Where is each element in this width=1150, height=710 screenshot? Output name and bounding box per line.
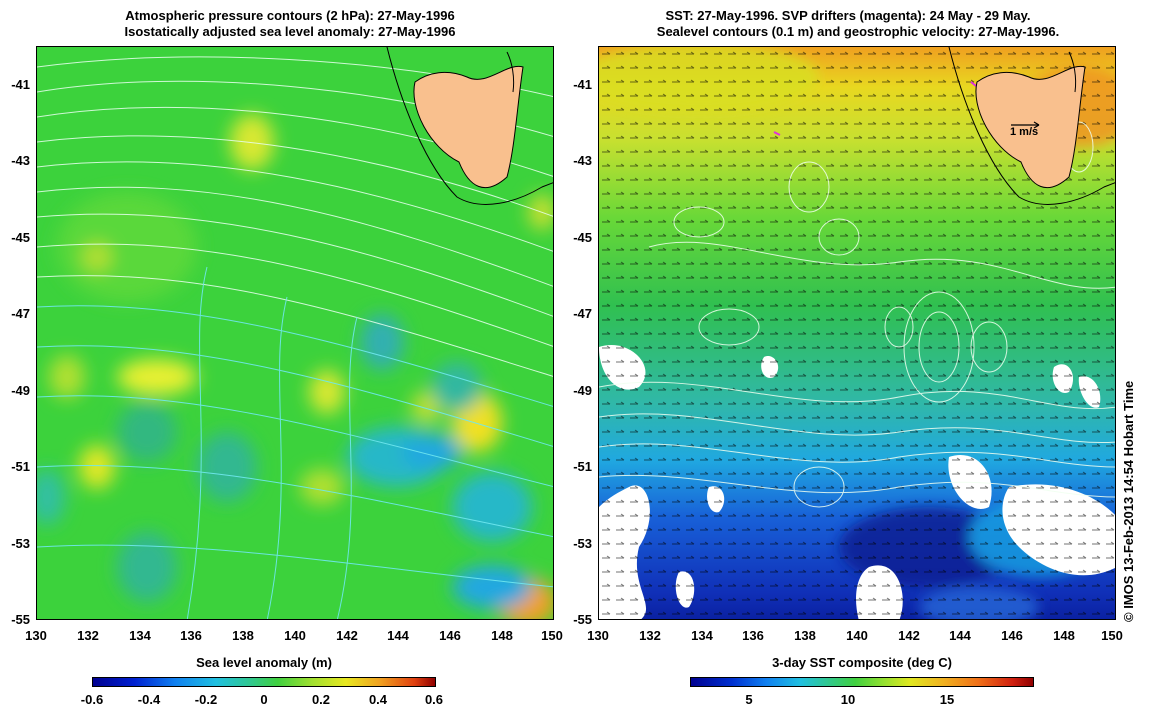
left-colorbar — [92, 677, 436, 687]
left-colorbar-tick: 0.6 — [424, 692, 444, 707]
left-colorbar-tick: 0 — [260, 692, 268, 707]
left-x-tick: 138 — [232, 628, 254, 643]
left-map-panel — [36, 46, 554, 620]
left-x-tick: 150 — [541, 628, 563, 643]
right-colorbar-tick: 15 — [939, 692, 955, 707]
right-colorbar-tick: 10 — [840, 692, 856, 707]
right-y-tick: -51 — [573, 459, 592, 474]
left-y-tick: -49 — [11, 383, 30, 398]
left-colorbar-tick: 0.4 — [368, 692, 388, 707]
right-title-line2: Sealevel contours (0.1 m) and geostrophi… — [656, 24, 1060, 39]
left-y-tick: -43 — [11, 153, 30, 168]
left-title-line1: Atmospheric pressure contours (2 hPa): 2… — [125, 8, 455, 23]
right-x-tick: 144 — [949, 628, 971, 643]
left-y-tick: -53 — [11, 536, 30, 551]
right-map-panel — [598, 46, 1116, 620]
right-x-tick: 148 — [1053, 628, 1075, 643]
right-y-tick: -45 — [573, 230, 592, 245]
right-x-tick: 142 — [898, 628, 920, 643]
left-colorbar-tick: -0.6 — [80, 692, 104, 707]
left-x-tick: 134 — [129, 628, 151, 643]
credit-text: © IMOS 13-Feb-2013 14:54 Hobart Time — [1121, 380, 1136, 622]
left-x-tick: 142 — [336, 628, 358, 643]
right-colorbar — [690, 677, 1034, 687]
left-y-tick: -51 — [11, 459, 30, 474]
right-x-tick: 150 — [1101, 628, 1123, 643]
sea-level-anomaly-map — [37, 47, 553, 619]
left-y-tick: -41 — [11, 77, 30, 92]
right-y-tick: -41 — [573, 77, 592, 92]
velocity-scale-label: 1 m/s — [1010, 126, 1039, 138]
right-y-tick: -49 — [573, 383, 592, 398]
left-x-tick: 146 — [439, 628, 461, 643]
right-y-tick: -43 — [573, 153, 592, 168]
left-y-tick: -45 — [11, 230, 30, 245]
left-x-tick: 148 — [491, 628, 513, 643]
left-x-tick: 132 — [77, 628, 99, 643]
right-y-tick: -53 — [573, 536, 592, 551]
right-x-tick: 138 — [794, 628, 816, 643]
left-x-tick: 144 — [387, 628, 409, 643]
left-colorbar-tick: -0.4 — [137, 692, 161, 707]
left-colorbar-title: Sea level anomaly (m) — [196, 655, 332, 670]
left-x-tick: 140 — [284, 628, 306, 643]
left-x-tick: 136 — [180, 628, 202, 643]
right-x-tick: 130 — [587, 628, 609, 643]
right-colorbar-tick: 5 — [745, 692, 753, 707]
right-y-tick: -47 — [573, 306, 592, 321]
left-x-tick: 130 — [25, 628, 47, 643]
right-x-tick: 132 — [639, 628, 661, 643]
left-y-tick: -55 — [11, 612, 30, 627]
sst-map — [599, 47, 1115, 619]
right-title-line1: SST: 27-May-1996. SVP drifters (magenta)… — [665, 8, 1031, 23]
right-x-tick: 136 — [742, 628, 764, 643]
right-colorbar-title: 3-day SST composite (deg C) — [772, 655, 952, 670]
right-x-tick: 134 — [691, 628, 713, 643]
right-x-tick: 146 — [1001, 628, 1023, 643]
left-colorbar-tick: -0.2 — [194, 692, 218, 707]
right-x-tick: 140 — [846, 628, 868, 643]
left-title-line2: Isostatically adjusted sea level anomaly… — [124, 24, 456, 39]
right-y-tick: -55 — [573, 612, 592, 627]
left-colorbar-tick: 0.2 — [311, 692, 331, 707]
left-y-tick: -47 — [11, 306, 30, 321]
